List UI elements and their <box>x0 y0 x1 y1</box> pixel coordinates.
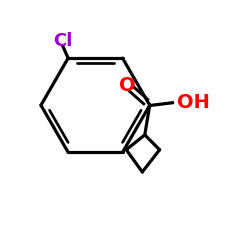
Text: OH: OH <box>177 93 210 112</box>
Text: Cl: Cl <box>54 32 73 50</box>
Text: O: O <box>119 76 136 95</box>
